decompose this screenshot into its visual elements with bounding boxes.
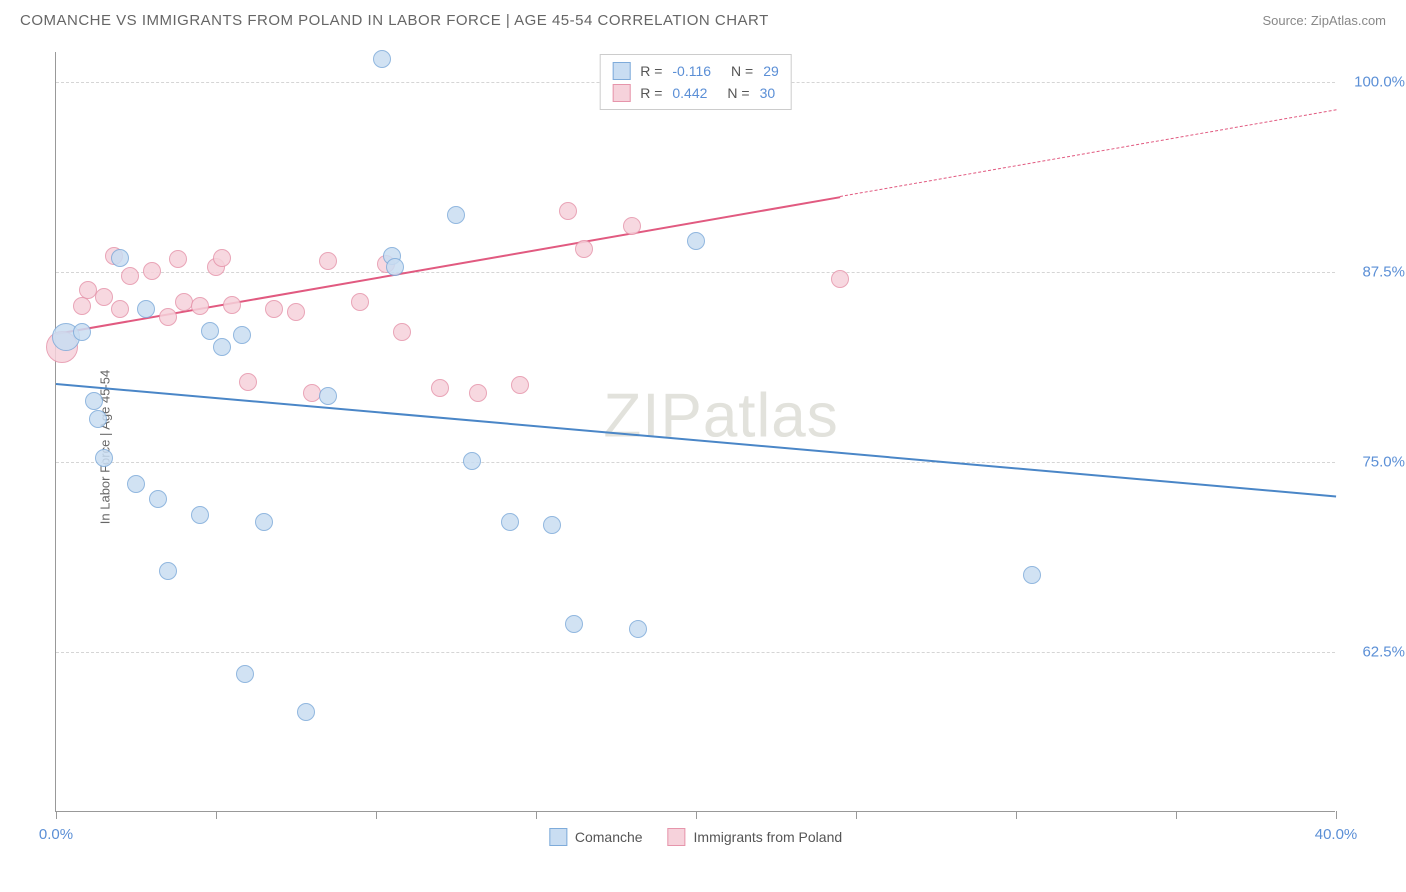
- legend-item: Immigrants from Poland: [668, 828, 843, 846]
- y-tick-label: 87.5%: [1345, 264, 1405, 281]
- data-point: [159, 562, 177, 580]
- data-point: [95, 449, 113, 467]
- data-point: [111, 249, 129, 267]
- x-tick: [696, 811, 697, 819]
- chart-container: In Labor Force | Age 45-54 ZIPatlas R = …: [20, 37, 1386, 857]
- x-tick-label: 0.0%: [39, 826, 73, 843]
- data-point: [463, 452, 481, 470]
- data-point: [287, 303, 305, 321]
- data-point: [73, 323, 91, 341]
- legend-r-label: R =: [640, 85, 662, 101]
- legend-n-label: N =: [731, 63, 753, 79]
- data-point: [1023, 566, 1041, 584]
- data-point: [213, 338, 231, 356]
- data-point: [501, 513, 519, 531]
- y-tick-label: 62.5%: [1345, 644, 1405, 661]
- legend-label: Comanche: [575, 829, 643, 845]
- data-point: [89, 410, 107, 428]
- data-point: [255, 513, 273, 531]
- x-tick: [1336, 811, 1337, 819]
- data-point: [95, 288, 113, 306]
- data-point: [297, 703, 315, 721]
- data-point: [149, 490, 167, 508]
- data-point: [223, 296, 241, 314]
- series-legend: Comanche Immigrants from Poland: [549, 828, 842, 846]
- x-tick: [536, 811, 537, 819]
- data-point: [623, 217, 641, 235]
- gridline: [56, 652, 1335, 653]
- data-point: [447, 206, 465, 224]
- data-point: [559, 202, 577, 220]
- correlation-legend: R = -0.116 N = 29 R = 0.442 N = 30: [599, 54, 792, 110]
- data-point: [543, 516, 561, 534]
- x-tick: [216, 811, 217, 819]
- data-point: [629, 620, 647, 638]
- data-point: [213, 249, 231, 267]
- chart-title: COMANCHE VS IMMIGRANTS FROM POLAND IN LA…: [20, 12, 769, 29]
- data-point: [169, 250, 187, 268]
- legend-swatch: [549, 828, 567, 846]
- y-tick-label: 100.0%: [1345, 74, 1405, 91]
- legend-swatch: [612, 84, 630, 102]
- gridline: [56, 272, 1335, 273]
- data-point: [351, 293, 369, 311]
- data-point: [121, 267, 139, 285]
- data-point: [319, 387, 337, 405]
- x-tick: [376, 811, 377, 819]
- data-point: [469, 384, 487, 402]
- legend-row: R = -0.116 N = 29: [612, 60, 779, 82]
- data-point: [373, 50, 391, 68]
- data-point: [687, 232, 705, 250]
- data-point: [143, 262, 161, 280]
- trend-line: [56, 383, 1336, 497]
- legend-r-label: R =: [640, 63, 662, 79]
- trend-line-dashed: [840, 110, 1336, 198]
- data-point: [265, 300, 283, 318]
- data-point: [831, 270, 849, 288]
- data-point: [239, 373, 257, 391]
- legend-item: Comanche: [549, 828, 643, 846]
- plot-area: ZIPatlas R = -0.116N = 29R = 0.442N = 30…: [55, 52, 1335, 812]
- gridline: [56, 462, 1335, 463]
- source-label: Source: ZipAtlas.com: [1262, 13, 1386, 28]
- data-point: [201, 322, 219, 340]
- y-tick-label: 75.0%: [1345, 454, 1405, 471]
- header: COMANCHE VS IMMIGRANTS FROM POLAND IN LA…: [0, 0, 1406, 37]
- data-point: [511, 376, 529, 394]
- x-tick: [1176, 811, 1177, 819]
- data-point: [191, 297, 209, 315]
- data-point: [233, 326, 251, 344]
- data-point: [393, 323, 411, 341]
- data-point: [73, 297, 91, 315]
- x-tick: [56, 811, 57, 819]
- data-point: [236, 665, 254, 683]
- legend-n-value: 29: [763, 63, 779, 79]
- legend-r-value: -0.116: [672, 63, 711, 79]
- legend-swatch: [612, 62, 630, 80]
- data-point: [575, 240, 593, 258]
- data-point: [137, 300, 155, 318]
- legend-label: Immigrants from Poland: [694, 829, 843, 845]
- data-point: [319, 252, 337, 270]
- data-point: [386, 258, 404, 276]
- x-tick-label: 40.0%: [1315, 826, 1358, 843]
- data-point: [159, 308, 177, 326]
- legend-r-value: 0.442: [672, 85, 707, 101]
- legend-row: R = 0.442 N = 30: [612, 82, 779, 104]
- legend-swatch: [668, 828, 686, 846]
- data-point: [431, 379, 449, 397]
- data-point: [111, 300, 129, 318]
- data-point: [127, 475, 145, 493]
- data-point: [191, 506, 209, 524]
- x-tick: [856, 811, 857, 819]
- x-tick: [1016, 811, 1017, 819]
- data-point: [565, 615, 583, 633]
- data-point: [85, 392, 103, 410]
- legend-n-label: N =: [727, 85, 749, 101]
- legend-n-value: 30: [760, 85, 776, 101]
